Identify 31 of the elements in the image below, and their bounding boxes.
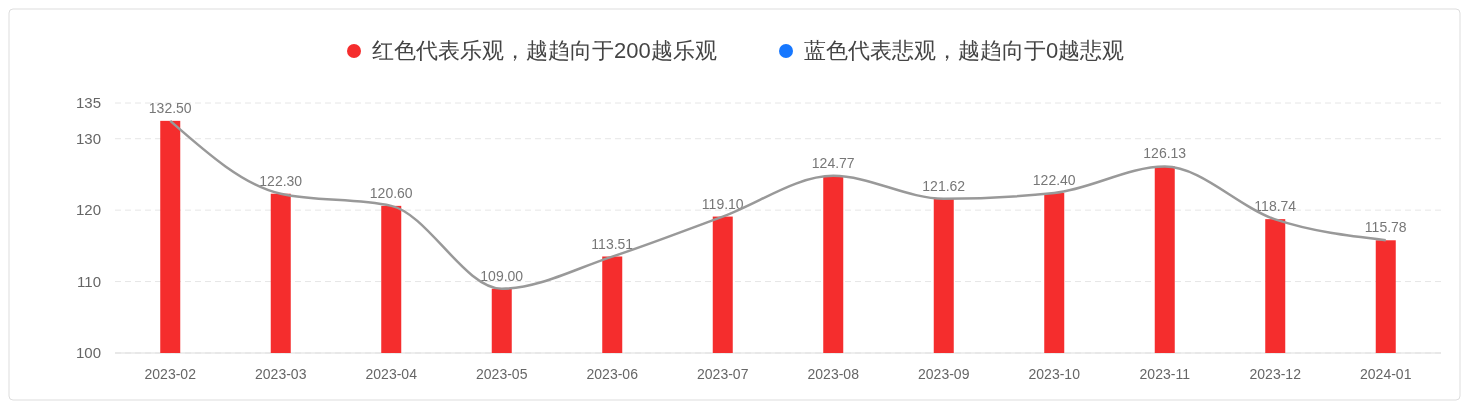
x-tick-label: 2023-06 [586,366,639,382]
x-tick-label: 2023-11 [1139,366,1191,382]
data-label: 109.00 [480,267,524,284]
x-tick-label: 2023-05 [476,366,528,382]
x-tick-label: 2023-03 [255,366,307,382]
legend-label: 红色代表乐观，越趋向于200越乐观 [372,38,717,63]
data-label: 121.62 [922,177,966,194]
data-label: 132.50 [148,99,192,116]
data-label: 120.60 [369,184,413,201]
legend-label: 蓝色代表悲观，越趋向于0越悲观 [804,38,1125,63]
data-label: 119.10 [701,195,744,212]
y-tick-label: 130 [75,129,101,147]
y-tick-label: 100 [75,344,101,361]
data-label: 124.77 [811,155,855,172]
data-label: 126.13 [1143,145,1187,162]
y-tick-label: 110 [77,272,101,290]
data-label: 118.74 [1254,198,1297,215]
x-tick-label: 2023-09 [918,366,970,382]
y-tick-label: 135 [75,94,101,111]
x-tick-label: 2023-10 [1028,366,1081,382]
data-label: 122.30 [259,172,303,189]
x-tick-label: 2023-12 [1249,366,1302,382]
data-label: 113.51 [591,235,634,252]
data-label: 122.40 [1032,172,1076,188]
x-tick-label: 2023-08 [807,366,860,382]
y-tick-label: 120 [75,201,101,219]
data-label: 115.78 [1364,219,1407,236]
x-tick-label: 2024-01 [1360,366,1412,382]
x-tick-label: 2023-07 [697,366,749,382]
x-tick-label: 2023-04 [365,366,418,382]
x-tick-label: 2023-02 [144,366,197,382]
